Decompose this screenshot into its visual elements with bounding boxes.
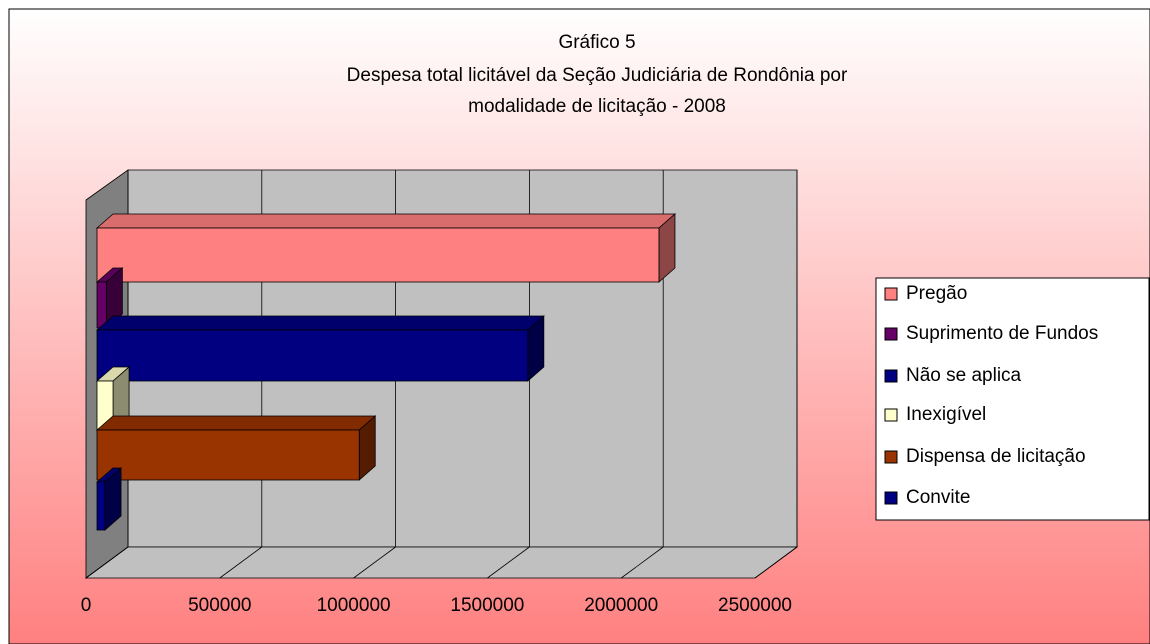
legend-label: Não se aplica [906, 365, 1022, 386]
x-tick-label: 1500000 [450, 595, 524, 616]
legend [875, 277, 1150, 521]
legend-label: Suprimento de Fundos [906, 323, 1098, 344]
bar-top [95, 213, 677, 229]
x-tick-label: 2000000 [584, 595, 658, 616]
grid-line [487, 546, 530, 579]
grid-line [353, 546, 396, 579]
legend-swatch [884, 287, 898, 301]
bar-top [95, 315, 545, 331]
chart-subtitle: modalidade de licitação - 2008 [468, 96, 726, 117]
grid-line [219, 546, 263, 579]
legend-swatch [884, 408, 898, 422]
bar [96, 429, 360, 481]
floor [84, 546, 799, 579]
legend-swatch [884, 450, 898, 464]
bar [96, 281, 107, 329]
x-tick-label: 500000 [188, 595, 251, 616]
legend-label: Pregão [906, 283, 967, 304]
x-tick-label: 2500000 [718, 595, 792, 616]
chart-subtitle: Despesa total licitável da Seção Judiciá… [347, 65, 848, 86]
x-tick-label: 1000000 [317, 595, 391, 616]
legend-label: Convite [906, 487, 970, 508]
bar-top [95, 415, 377, 431]
bar [96, 329, 529, 382]
legend-swatch [884, 327, 898, 341]
grid-line [85, 546, 129, 579]
grid-line [620, 546, 664, 579]
bar [96, 481, 106, 531]
bar [96, 227, 660, 283]
grid-line [754, 546, 798, 579]
x-tick-label: 0 [81, 595, 92, 616]
chart-title: Gráfico 5 [558, 32, 635, 53]
legend-swatch [884, 369, 898, 383]
legend-label: Inexigível [906, 404, 986, 425]
legend-label: Dispensa de licitação [906, 446, 1086, 467]
legend-swatch [884, 491, 898, 505]
